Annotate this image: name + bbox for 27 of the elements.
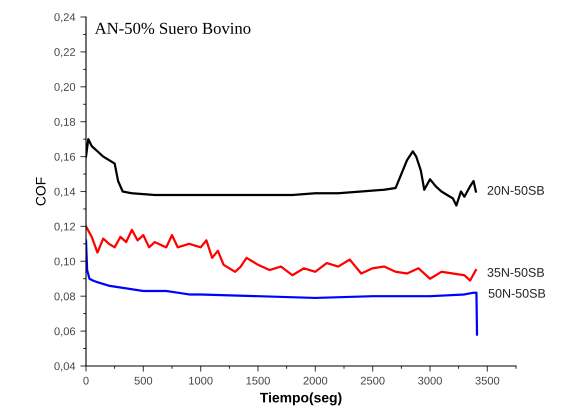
y-tick-label: 0,12 [54,222,76,232]
series-label: 35N-50SB [487,268,544,277]
y-tick-label: 0,14 [54,188,76,197]
x-axis-title: Tiempo(seg) [260,392,342,406]
x-tick-label: 1500 [246,376,270,385]
chart-title: AN-50% Suero Bovino [94,22,250,34]
y-tick-label: 0,04 [54,362,76,372]
x-tick-label: 3500 [475,376,500,385]
series-label: 50N-50SB [488,288,546,298]
x-tick-label: 2500 [360,376,385,385]
series-label: 20N-50SB [488,186,544,195]
x-tick-label: 500 [134,376,152,385]
line-series [86,239,478,336]
x-tick-label: 0 [83,376,89,385]
y-tick-label: 0,16 [54,152,76,162]
x-tick-label: 1000 [189,376,213,385]
y-tick-label: 0,20 [54,83,76,92]
x-tick-label: 3000 [418,376,442,385]
y-tick-label: 0,08 [54,292,76,302]
y-tick-label: 0,18 [54,118,76,128]
y-tick-label: 0,24 [54,13,76,22]
line-series [86,225,477,282]
x-tick-label: 2000 [304,376,328,385]
y-tick-label: 0,06 [54,327,76,337]
y-tick-label: 0,22 [54,48,76,58]
y-axis-title: COF [36,177,46,206]
y-tick-label: 0,10 [54,258,76,267]
